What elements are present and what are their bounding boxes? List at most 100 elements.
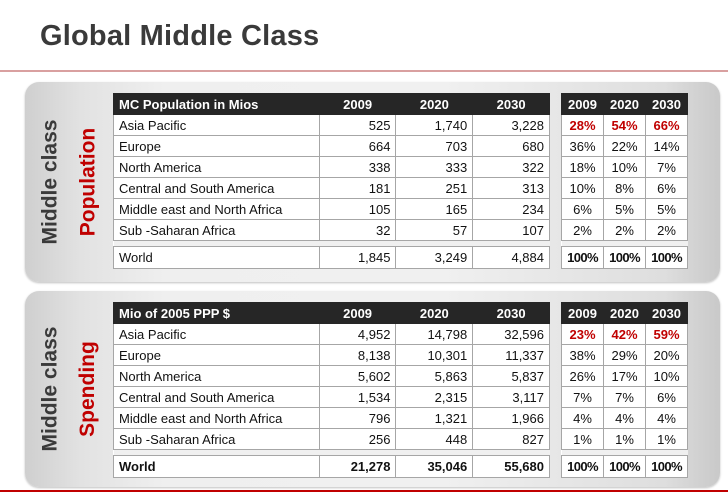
value-cell: 338 (318, 156, 397, 178)
bottom-divider (0, 490, 728, 492)
share-cell: 4% (603, 407, 646, 429)
table-row: Central and South America 1,534 2,315 3,117 (113, 386, 550, 408)
share-cell: 22% (603, 135, 646, 157)
spending-side-sublabel: Spending (76, 341, 100, 437)
share-cell: 5% (645, 198, 688, 220)
value-cell: 680 (472, 135, 550, 157)
share-row: 36% 22% 14% (561, 135, 688, 157)
population-table: MC Population in Mios 2009 2020 2030 Asia Pa… (113, 93, 550, 269)
share-row: 38% 29% 20% (561, 344, 688, 366)
share-cell: 17% (603, 365, 646, 387)
total-region-cell: World (113, 455, 320, 478)
population-header-cell: MC Population in Mios (113, 93, 320, 115)
row-gap (113, 449, 550, 456)
share-row: 6% 5% 5% (561, 198, 688, 220)
region-cell: Middle east and North Africa (113, 407, 320, 429)
population-share-header-cell: 2030 (645, 93, 688, 115)
region-cell: Sub -Saharan Africa (113, 219, 320, 241)
spending-header-cell: 2020 (395, 302, 474, 324)
total-value-cell: 4,884 (472, 246, 550, 269)
total-value-cell: 35,046 (395, 455, 474, 478)
share-cell: 4% (645, 407, 688, 429)
share-cell: 10% (561, 177, 604, 199)
value-cell: 32 (318, 219, 397, 241)
share-cell: 2% (645, 219, 688, 241)
total-share-cell: 100% (645, 246, 688, 269)
value-cell: 5,602 (318, 365, 397, 387)
value-cell: 3,117 (472, 386, 550, 408)
table-row: Asia Pacific 4,952 14,798 32,596 (113, 323, 550, 345)
value-cell: 796 (318, 407, 397, 429)
table-row: North America 338 333 322 (113, 156, 550, 178)
population-header-cell: 2030 (472, 93, 550, 115)
value-cell: 5,837 (472, 365, 550, 387)
spending-share-header-row: 2009 2020 2030 (561, 302, 688, 324)
share-row: 23% 42% 59% (561, 323, 688, 345)
region-cell: Europe (113, 344, 320, 366)
spending-side-label: Middle class (38, 326, 62, 452)
share-cell: 66% (645, 114, 688, 136)
share-cell: 1% (645, 428, 688, 450)
share-cell: 29% (603, 344, 646, 366)
total-value-cell: 21,278 (318, 455, 397, 478)
value-cell: 4,952 (318, 323, 397, 345)
value-cell: 8,138 (318, 344, 397, 366)
share-cell: 6% (645, 177, 688, 199)
share-cell: 38% (561, 344, 604, 366)
value-cell: 1,321 (395, 407, 474, 429)
table-row: North America 5,602 5,863 5,837 (113, 365, 550, 387)
share-row: 2% 2% 2% (561, 219, 688, 241)
share-cell: 28% (561, 114, 604, 136)
share-cell: 1% (603, 428, 646, 450)
value-cell: 3,228 (472, 114, 550, 136)
population-header-cell: 2020 (395, 93, 474, 115)
total-share-cell: 100% (561, 455, 604, 478)
share-cell: 14% (645, 135, 688, 157)
region-cell: Central and South America (113, 386, 320, 408)
region-cell: Asia Pacific (113, 114, 320, 136)
page-title: Global Middle Class (40, 20, 320, 52)
share-cell: 7% (645, 156, 688, 178)
total-value-cell: 55,680 (472, 455, 550, 478)
spending-header-cell: 2009 (318, 302, 397, 324)
total-share-row: 100% 100% 100% (561, 246, 688, 269)
population-share-header-cell: 2009 (561, 93, 604, 115)
table-row: Europe 664 703 680 (113, 135, 550, 157)
table-row: Europe 8,138 10,301 11,337 (113, 344, 550, 366)
total-share-cell: 100% (603, 246, 646, 269)
value-cell: 333 (395, 156, 474, 178)
table-row: Asia Pacific 525 1,740 3,228 (113, 114, 550, 136)
total-value-cell: 1,845 (318, 246, 397, 269)
row-gap (113, 240, 550, 247)
population-share-header-cell: 2020 (603, 93, 646, 115)
share-cell: 4% (561, 407, 604, 429)
share-row: 28% 54% 66% (561, 114, 688, 136)
total-share-cell: 100% (561, 246, 604, 269)
value-cell: 703 (395, 135, 474, 157)
region-cell: Asia Pacific (113, 323, 320, 345)
share-cell: 2% (561, 219, 604, 241)
table-row: Sub -Saharan Africa 256 448 827 (113, 428, 550, 450)
value-cell: 256 (318, 428, 397, 450)
total-row: World 21,278 35,046 55,680 (113, 455, 550, 478)
table-row: Middle east and North Africa 105 165 234 (113, 198, 550, 220)
spending-share-header-cell: 2020 (603, 302, 646, 324)
share-row: 4% 4% 4% (561, 407, 688, 429)
value-cell: 313 (472, 177, 550, 199)
value-cell: 448 (395, 428, 474, 450)
spending-table: Mio of 2005 PPP $2009 2020 2030 Asia Pacifi… (113, 302, 550, 478)
row-gap (561, 449, 688, 456)
table-row: Sub -Saharan Africa 32 57 107 (113, 219, 550, 241)
share-cell: 26% (561, 365, 604, 387)
value-cell: 664 (318, 135, 397, 157)
share-row: 26% 17% 10% (561, 365, 688, 387)
share-cell: 10% (603, 156, 646, 178)
total-share-cell: 100% (645, 455, 688, 478)
value-cell: 1,966 (472, 407, 550, 429)
share-cell: 7% (561, 386, 604, 408)
share-row: 10% 8% 6% (561, 177, 688, 199)
spending-header-row: Mio of 2005 PPP $2009 2020 2030 (113, 302, 550, 324)
share-cell: 23% (561, 323, 604, 345)
spending-header-cell: 2030 (472, 302, 550, 324)
population-header-cell: 2009 (318, 93, 397, 115)
